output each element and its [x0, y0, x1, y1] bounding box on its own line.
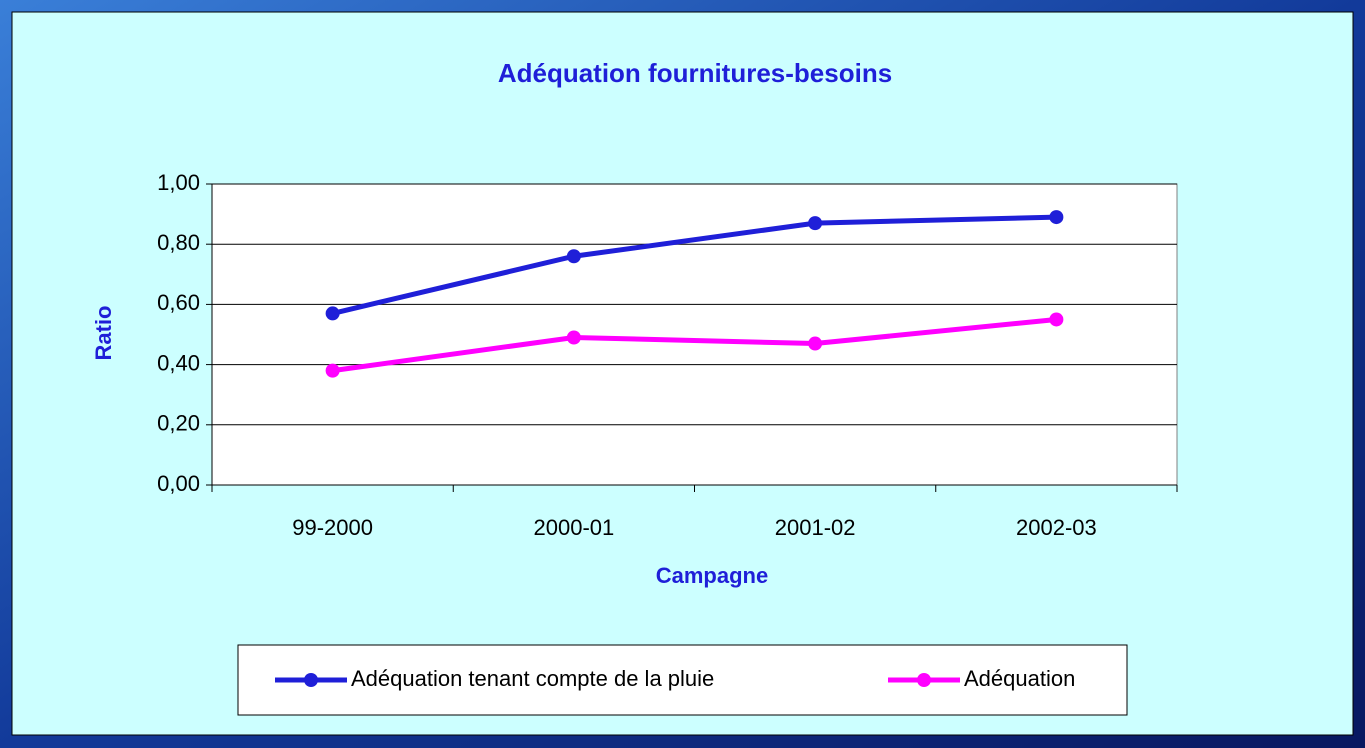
- data-point: [325, 363, 340, 378]
- legend-marker: [917, 673, 931, 687]
- legend-marker: [304, 673, 318, 687]
- y-tick-label: 1,00: [157, 170, 200, 195]
- x-tick-label: 2000-01: [534, 515, 615, 540]
- data-point: [1049, 210, 1064, 225]
- x-tick-label: 99-2000: [292, 515, 373, 540]
- data-point: [566, 249, 581, 264]
- plot-area: [211, 183, 1178, 486]
- x-tick-label: 2002-03: [1016, 515, 1097, 540]
- data-point: [808, 336, 823, 351]
- x-axis-label: Campagne: [656, 563, 768, 588]
- y-tick-label: 0,40: [157, 350, 200, 375]
- y-tick-label: 0,00: [157, 471, 200, 496]
- y-tick-label: 0,80: [157, 230, 200, 255]
- data-point: [566, 330, 581, 345]
- data-point: [325, 306, 340, 321]
- y-axis-label: Ratio: [91, 306, 116, 361]
- data-point: [1049, 312, 1064, 327]
- x-tick-label: 2001-02: [775, 515, 856, 540]
- y-tick-label: 0,20: [157, 411, 200, 436]
- legend: [237, 644, 1128, 716]
- series-line: [332, 316, 1057, 374]
- y-tick-label: 0,60: [157, 290, 200, 315]
- series-line: [332, 214, 1057, 316]
- data-point: [808, 216, 823, 231]
- legend-label: Adéquation: [964, 666, 1075, 691]
- legend-label: Adéquation tenant compte de la pluie: [351, 666, 714, 691]
- chart-title: Adéquation fournitures-besoins: [498, 58, 892, 88]
